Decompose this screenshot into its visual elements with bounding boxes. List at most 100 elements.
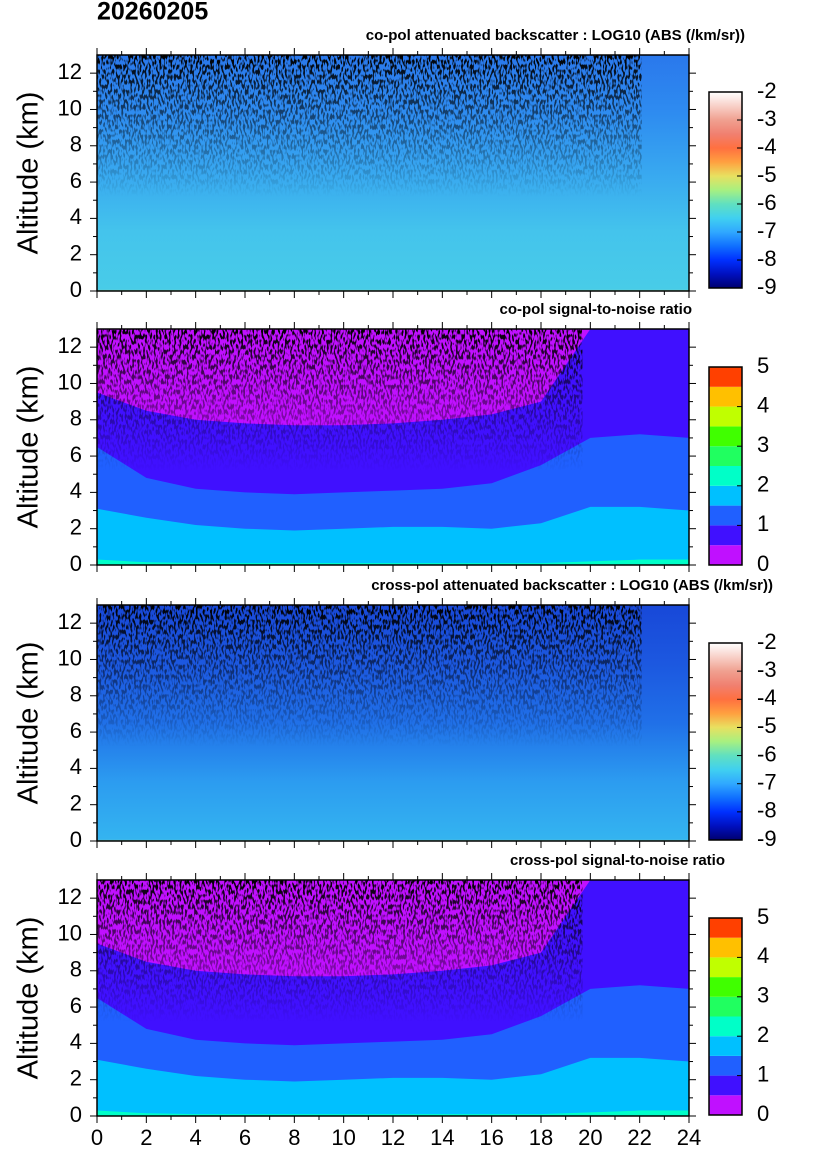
y-tick-label: 8 <box>70 406 82 431</box>
colorbar-frame <box>708 917 743 1116</box>
colorbar-tick-label: -5 <box>757 713 777 738</box>
heatmap-field <box>97 605 689 841</box>
panel: 0 2 4 6 8 10 12 Altitude (km) cross-pol attenuat… <box>13 577 777 852</box>
colorbar-tick-label: -7 <box>757 218 777 243</box>
colorbar-band <box>709 446 742 466</box>
colorbar-band <box>709 545 742 565</box>
colorbar-tick-label: 1 <box>757 1061 769 1086</box>
y-tick-label: 12 <box>58 884 82 909</box>
colorbar <box>709 92 742 288</box>
colorbar-tick-label: -7 <box>757 770 777 795</box>
colorbar-tick-label: 5 <box>757 353 769 378</box>
y-tick-label: 12 <box>58 609 82 634</box>
colorbar-band <box>709 937 742 958</box>
colorbar-band <box>709 406 742 427</box>
y-tick-label: 0 <box>70 277 82 302</box>
y-axis-label: Altitude (km) <box>13 92 45 255</box>
x-tick-label: 4 <box>190 1125 202 1150</box>
colorbar-tick-label: 2 <box>757 472 769 497</box>
y-tick-label: 0 <box>70 1102 82 1127</box>
colorbar-tick-label: 3 <box>757 983 769 1008</box>
colorbar-band <box>709 977 742 997</box>
y-tick-label: 2 <box>70 791 82 816</box>
y-tick-label: 12 <box>58 59 82 84</box>
colorbar-band <box>709 1055 742 1076</box>
x-tick-label: 18 <box>529 1125 553 1150</box>
y-tick-label: 2 <box>70 1066 82 1091</box>
colorbar-frame <box>708 366 743 566</box>
colorbar-tick-label: -9 <box>757 826 777 851</box>
colorbar-band <box>709 918 742 938</box>
x-tick-label: 22 <box>627 1125 651 1150</box>
y-axis-label: Altitude (km) <box>13 642 45 805</box>
y-tick-label: 12 <box>58 333 82 358</box>
y-tick-label: 4 <box>70 1029 82 1054</box>
noise-speckle <box>97 329 689 565</box>
y-tick-label: 8 <box>70 682 82 707</box>
colorbar-tick-label: 0 <box>757 551 769 576</box>
colorbar-tick-label: -6 <box>757 741 777 766</box>
x-tick-label: 6 <box>239 1125 251 1150</box>
y-tick-label: 10 <box>58 920 82 945</box>
y-tick-label: 6 <box>70 993 82 1018</box>
y-tick-label: 6 <box>70 442 82 467</box>
colorbar-tick-label: -3 <box>757 106 777 131</box>
colorbar-band <box>709 1095 742 1115</box>
panel-title: co-pol attenuated backscatter : LOG10 (A… <box>366 27 745 44</box>
colorbar-band <box>709 367 742 387</box>
colorbar-frame <box>708 642 743 841</box>
y-tick-label: 10 <box>58 369 82 394</box>
x-tick-label: 10 <box>331 1125 355 1150</box>
colorbar-tick-label: -3 <box>757 657 777 682</box>
y-tick-label: 10 <box>58 645 82 670</box>
x-tick-label: 14 <box>430 1125 454 1150</box>
colorbar-band <box>709 485 742 506</box>
colorbar-tick-label: 5 <box>757 904 769 929</box>
noise-speckle <box>97 55 689 291</box>
colorbar-tick-label: -4 <box>757 134 777 159</box>
y-axis-label: Altitude (km) <box>13 366 45 529</box>
colorbar-tick-label: 4 <box>757 943 769 968</box>
colorbar-band <box>709 1016 742 1037</box>
y-tick-label: 0 <box>70 551 82 576</box>
y-tick-label: 2 <box>70 515 82 540</box>
figure-title: 20260205 <box>97 0 208 26</box>
y-tick-label: 10 <box>58 95 82 120</box>
y-tick-label: 8 <box>70 957 82 982</box>
colorbar-tick-label: 0 <box>757 1101 769 1126</box>
x-tick-label: 0 <box>91 1125 103 1150</box>
colorbar-band <box>709 957 742 978</box>
colorbar-tick-label: 3 <box>757 432 769 457</box>
noise-speckle <box>97 880 689 1116</box>
y-tick-label: 6 <box>70 718 82 743</box>
colorbar <box>709 643 742 840</box>
noise-speckle <box>97 605 689 841</box>
x-tick-label: 2 <box>140 1125 152 1150</box>
colorbar-tick-label: 4 <box>757 392 769 417</box>
heatmap-field <box>97 880 689 1116</box>
panel: 0 2 4 6 8 10 12 Altitude (km) co-pol attenuated … <box>13 27 777 302</box>
y-tick-label: 4 <box>70 478 82 503</box>
x-tick-label: 24 <box>677 1125 701 1150</box>
colorbar-tick-label: -8 <box>757 798 777 823</box>
colorbar-tick-label: 2 <box>757 1022 769 1047</box>
colorbar-tick-label: -5 <box>757 162 777 187</box>
y-tick-label: 4 <box>70 204 82 229</box>
heatmap-field <box>97 55 689 291</box>
colorbar-tick-label: -9 <box>757 274 777 299</box>
x-tick-label: 20 <box>578 1125 602 1150</box>
x-tick-label: 8 <box>288 1125 300 1150</box>
colorbar-tick-label: -2 <box>757 78 777 103</box>
panel-title: cross-pol attenuated backscatter : LOG10… <box>371 577 773 594</box>
y-tick-label: 0 <box>70 827 82 852</box>
colorbar-band <box>709 996 742 1017</box>
x-tick-label: 16 <box>479 1125 503 1150</box>
colorbar-band <box>709 525 742 546</box>
heatmap-field <box>97 329 689 565</box>
colorbar-band <box>709 505 742 526</box>
colorbar-tick-label: -8 <box>757 246 777 271</box>
colorbar-band <box>709 466 742 486</box>
colorbar-tick-label: -2 <box>757 629 777 654</box>
